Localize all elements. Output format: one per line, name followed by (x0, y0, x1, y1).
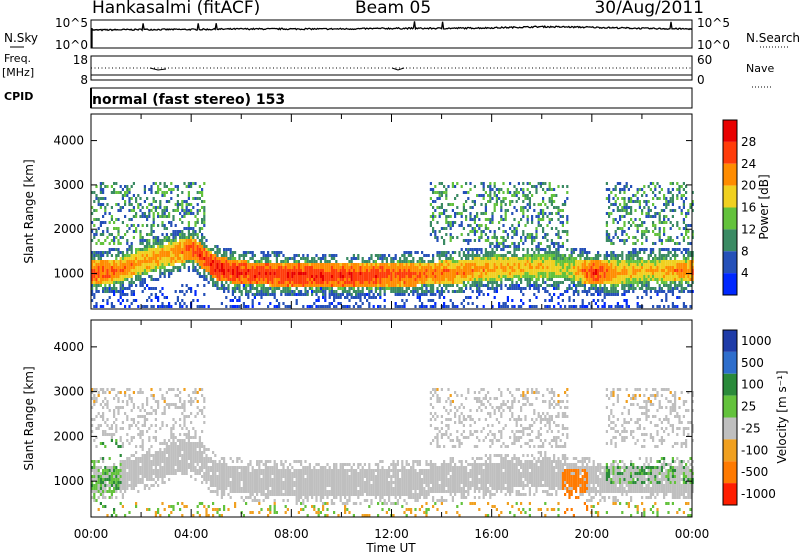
power-colorbar-swatch (723, 163, 737, 186)
x-tick-label-1: 04:00 (174, 527, 209, 541)
date-title: 30/Aug/2011 (594, 0, 704, 18)
x-tick-label-2: 08:00 (274, 527, 309, 541)
mode-label: normal (fast stereo) 153 (92, 92, 286, 108)
x-tick-label-4: 16:00 (474, 527, 509, 541)
cpid-panel-frame (90, 87, 693, 109)
power-ytick-4000: 4000 (53, 134, 84, 148)
sky-panel-frame (90, 19, 693, 49)
power-colorbar-frame (722, 119, 738, 296)
power-colorbar-swatch (723, 185, 737, 208)
x-axis-label: Time UT (365, 541, 416, 554)
velocity-colorbar-swatch (723, 330, 737, 352)
nave-ylabel: Nave (746, 62, 774, 75)
sky-tick-high: 10^5 (55, 16, 88, 30)
velocity-colorbar-swatch (723, 417, 737, 440)
velocity-colorbar-swatch (723, 483, 737, 505)
search-tick-low: 10^0 (697, 38, 730, 52)
sky-tick-low: 10^0 (55, 38, 88, 52)
velocity-colorbar-tick--100: -100 (741, 443, 768, 457)
power-colorbar-tick-16: 16 (741, 201, 756, 215)
velocity-colorbar-swatch (723, 351, 737, 374)
station-title: Hankasalmi (fitACF) (92, 0, 261, 18)
freq-tick-high: 18 (73, 53, 88, 67)
power-colorbar-tick-4: 4 (741, 266, 749, 280)
power-ytick-3000: 3000 (53, 178, 84, 192)
power-colorbar-swatch (723, 120, 737, 142)
velocity-ytick-4000: 4000 (53, 340, 84, 354)
x-tick-label-3: 12:00 (374, 527, 409, 541)
nave-dip-1 (149, 67, 167, 71)
cpid-label: CPID (4, 90, 33, 103)
velocity-echo-cells (91, 388, 694, 517)
velocity-ytick-2000: 2000 (53, 429, 84, 443)
power-colorbar-swatch (723, 141, 737, 164)
velocity-ytick-1000: 1000 (53, 474, 84, 488)
nave-tick-high: 60 (697, 53, 712, 67)
velocity-colorbar-tick-25: 25 (741, 400, 756, 414)
nave-tick-low: 0 (697, 73, 705, 87)
freq-ylabel-unit: [MHz] (2, 66, 34, 79)
x-tick-label-0: 00:00 (74, 527, 109, 541)
search-tick-high: 10^5 (697, 16, 730, 30)
sky-ylabel: N.Sky (4, 31, 38, 45)
power-colorbar-tick-20: 20 (741, 179, 756, 193)
power-colorbar-swatch (723, 207, 737, 230)
power-colorbar-swatch (723, 273, 737, 295)
power-colorbar-tick-24: 24 (741, 157, 756, 171)
power-colorbar-swatch (723, 229, 737, 252)
velocity-ylabel: Slant Range [km] (22, 366, 36, 470)
power-colorbar-tick-28: 28 (741, 135, 756, 149)
velocity-colorbar-swatch (723, 395, 737, 418)
velocity-colorbar-tick--1000: -1000 (741, 487, 776, 501)
velocity-colorbar-swatch (723, 439, 737, 462)
velocity-colorbar-swatch (723, 461, 737, 484)
velocity-colorbar-tick-100: 100 (741, 378, 764, 392)
velocity-colorbar-tick-500: 500 (741, 356, 764, 370)
x-tick-label-6: 00:00 (675, 527, 710, 541)
nave-dip-2 (391, 67, 405, 71)
x-tick-label-5: 20:00 (575, 527, 610, 541)
power-colorbar-tick-12: 12 (741, 222, 756, 236)
power-colorbar-tick-8: 8 (741, 244, 749, 258)
search-ylabel: N.Search (746, 31, 800, 45)
velocity-ytick-3000: 3000 (53, 385, 84, 399)
velocity-colorbar-tick--25: -25 (741, 421, 761, 435)
power-colorbar-swatch (723, 251, 737, 274)
velocity-colorbar-frame (722, 329, 738, 506)
freq-ylabel: Freq. (4, 52, 31, 65)
velocity-colorbar-swatch (723, 373, 737, 396)
velocity-colorbar-tick-1000: 1000 (741, 334, 772, 348)
velocity-colorbar-label: Velocity [m s⁻¹] (775, 370, 789, 463)
freq-panel-frame (90, 55, 693, 81)
freq-tick-low: 8 (80, 73, 88, 87)
power-ytick-1000: 1000 (53, 267, 84, 281)
power-colorbar-label: Power [dB] (757, 174, 771, 239)
beam-title: Beam 05 (355, 0, 432, 18)
power-ytick-2000: 2000 (53, 222, 84, 236)
sky-series-line (90, 21, 693, 32)
power-ylabel: Slant Range [km] (22, 159, 36, 263)
power-echo-cells (91, 182, 694, 308)
velocity-colorbar-tick--500: -500 (741, 465, 768, 479)
